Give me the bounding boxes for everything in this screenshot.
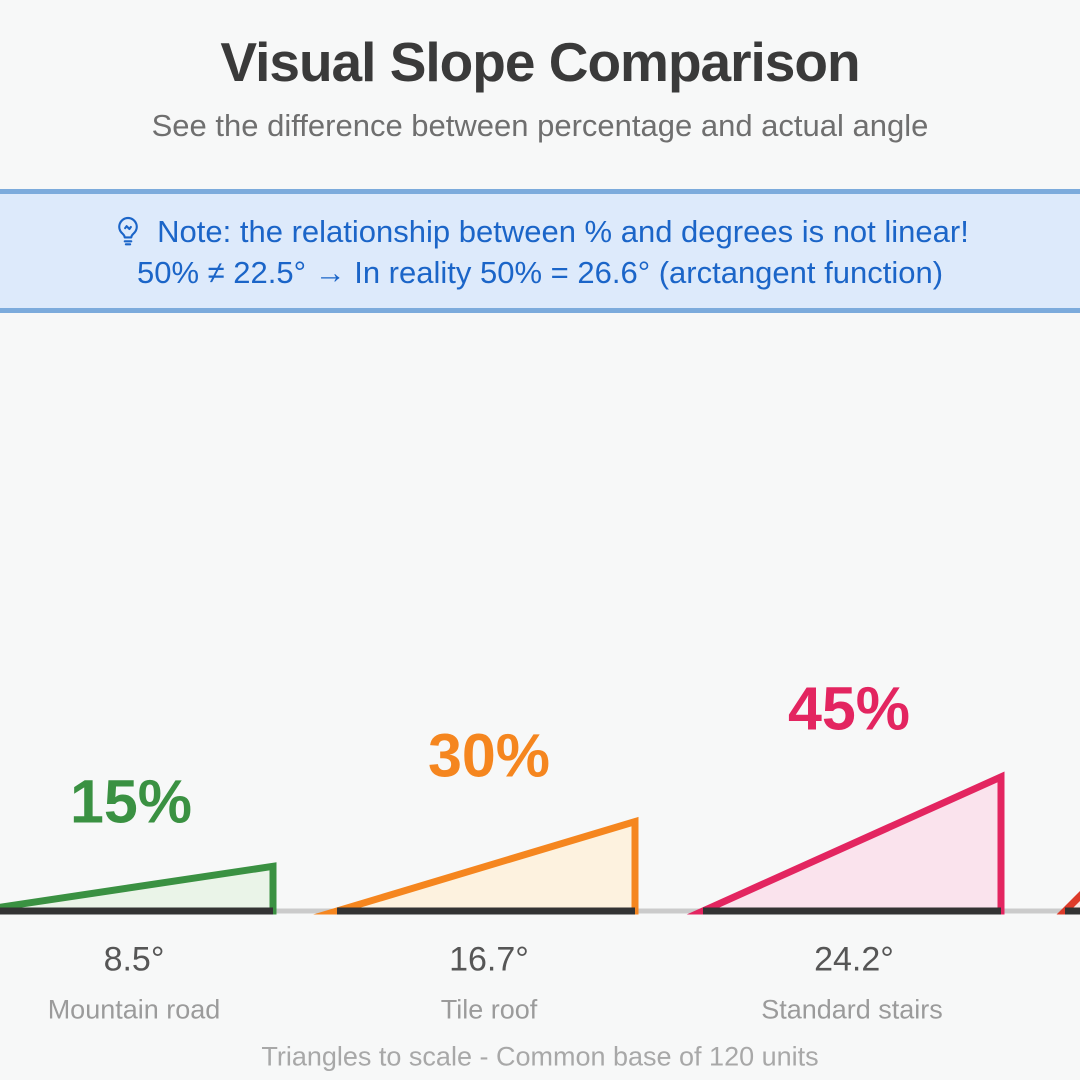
page-title: Visual Slope Comparison: [220, 31, 860, 93]
note-text-line-2: 50% ≠ 22.5° → In reality 50% = 26.6° (ar…: [136, 255, 944, 290]
note-banner: Note: the relationship between % and deg…: [0, 189, 1080, 313]
note-text-line-1: Note: the relationship between % and deg…: [157, 213, 969, 249]
degree-label-mountain-road: 8.5°: [103, 940, 165, 979]
percent-label-tile-roof: 30%: [427, 721, 551, 790]
page-subtitle: See the difference between percentage an…: [151, 108, 929, 143]
category-label-mountain-road: Mountain road: [47, 994, 221, 1025]
lightbulb-icon: [111, 214, 145, 248]
degree-label-standard-stairs: 24.2°: [814, 940, 894, 979]
category-label-standard-stairs: Standard stairs: [761, 994, 943, 1025]
note-line-1: Note: the relationship between % and deg…: [111, 214, 969, 248]
percent-label-mountain-road: 15%: [69, 767, 193, 836]
percent-label-standard-stairs: 45%: [787, 674, 911, 743]
category-label-tile-roof: Tile roof: [440, 994, 538, 1025]
degree-label-tile-roof: 16.7°: [449, 940, 529, 979]
note-line-2: 50% ≠ 22.5° → In reality 50% = 26.6° (ar…: [137, 257, 943, 288]
chart-caption: Triangles to scale - Common base of 120 …: [261, 1041, 819, 1072]
